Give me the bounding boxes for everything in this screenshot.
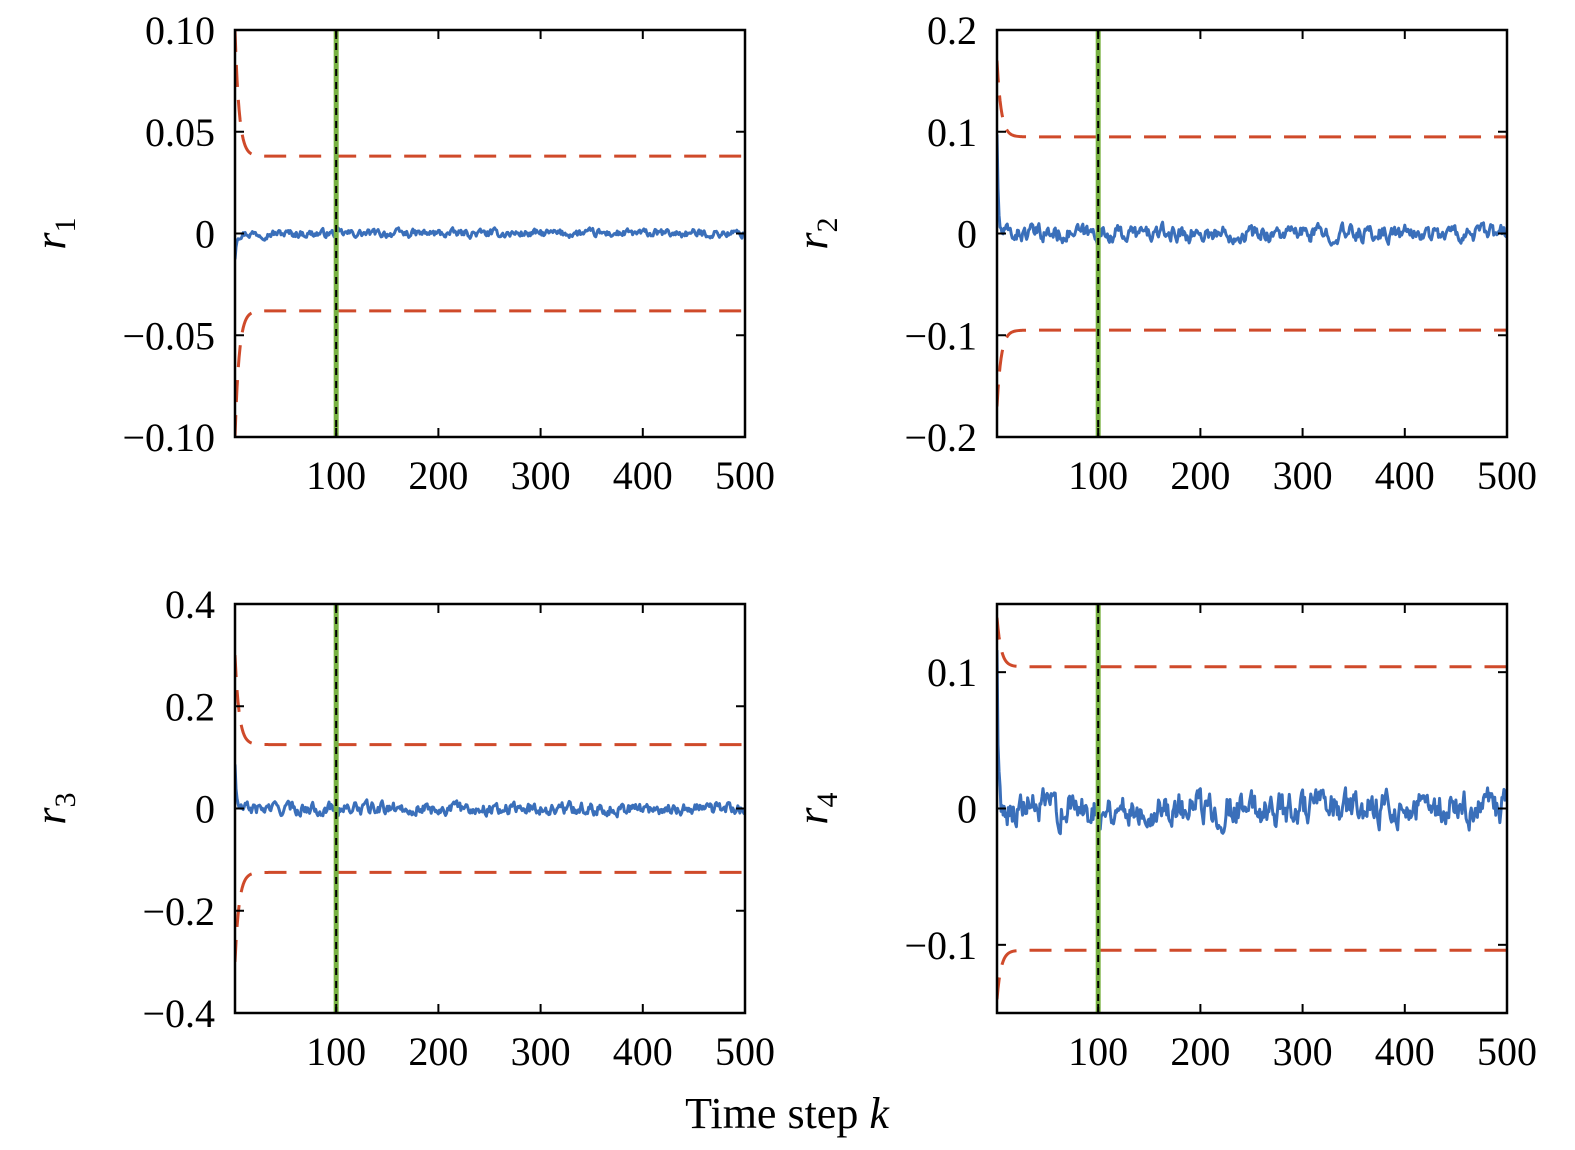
y-tick-label: 0 <box>195 787 215 832</box>
x-tick-label: 400 <box>613 453 673 498</box>
residual-line <box>235 764 745 819</box>
y-axis-label-var: r <box>26 232 75 250</box>
y-tick-label: 0.4 <box>165 582 215 627</box>
x-tick-label: 400 <box>1375 453 1435 498</box>
subplot-1: 100 200 300 400 500 −0.10 −0.05 0 0.05 0.10 r1 <box>26 8 775 498</box>
y-tick-label: −0.1 <box>904 313 977 358</box>
x-tick-label: 300 <box>511 453 571 498</box>
x-tick-label: 200 <box>1170 453 1230 498</box>
plot-area <box>997 30 1507 437</box>
x-axis-title-text: Time step <box>685 1089 858 1138</box>
y-tick-label: 0 <box>957 212 977 257</box>
x-tick-label: 500 <box>715 1029 775 1074</box>
plot-area <box>235 604 745 1013</box>
x-tick-label: 400 <box>1375 1029 1435 1074</box>
upper-threshold-line <box>235 655 745 747</box>
y-tick-label: −0.10 <box>122 415 215 460</box>
x-tick-label: 100 <box>1068 1029 1128 1074</box>
x-tick-label: 500 <box>715 453 775 498</box>
y-tick-label: −0.2 <box>142 889 215 934</box>
y-tick-label: −0.05 <box>122 313 215 358</box>
upper-threshold-line <box>997 60 1507 139</box>
plot-area <box>997 604 1507 1013</box>
y-axis-label-subscript: 1 <box>49 217 82 232</box>
y-axis-label-var: r <box>788 807 837 825</box>
x-tick-label: 400 <box>613 1029 673 1074</box>
y-tick-label: −0.1 <box>904 923 977 968</box>
x-tick-label: 300 <box>1273 1029 1333 1074</box>
x-tick-label: 200 <box>408 1029 468 1074</box>
x-tick-label: 200 <box>1170 1029 1230 1074</box>
y-axis-label-subscript: 2 <box>811 217 844 232</box>
y-axis-label: r3 <box>26 792 82 824</box>
upper-threshold-line <box>235 30 745 158</box>
y-axis-label-var: r <box>788 232 837 250</box>
y-axis-label: r2 <box>788 217 844 249</box>
plot-area <box>235 30 745 437</box>
y-tick-label: 0 <box>195 212 215 257</box>
y-axis-label: r1 <box>26 217 82 249</box>
residual-line <box>997 134 1507 247</box>
x-tick-label: 300 <box>511 1029 571 1074</box>
lower-threshold-line <box>997 328 1507 407</box>
x-tick-label: 100 <box>306 453 366 498</box>
y-tick-label: 0.2 <box>165 684 215 729</box>
y-tick-label: 0 <box>957 787 977 832</box>
y-tick-label: −0.2 <box>904 415 977 460</box>
x-tick-label: 100 <box>1068 453 1128 498</box>
y-axis-label: r4 <box>788 792 844 824</box>
y-tick-label: 0.1 <box>927 650 977 695</box>
y-tick-label: 0.05 <box>145 110 215 155</box>
y-tick-label: −0.4 <box>142 991 215 1036</box>
lower-threshold-line <box>235 870 745 962</box>
x-tick-label: 200 <box>408 453 468 498</box>
residual-line <box>235 226 745 260</box>
y-axis-label-subscript: 4 <box>811 792 844 807</box>
lower-threshold-line <box>997 948 1507 1000</box>
x-axis-title-var: k <box>869 1089 890 1138</box>
x-axis-title: Time step k <box>685 1089 890 1138</box>
upper-threshold-line <box>997 617 1507 669</box>
subplot-2: 100 200 300 400 500 −0.2 −0.1 0 0.1 0.2 r2 <box>788 8 1537 498</box>
y-tick-label: 0.1 <box>927 110 977 155</box>
x-tick-label: 500 <box>1477 1029 1537 1074</box>
residual-line <box>997 650 1507 836</box>
y-axis-label-subscript: 3 <box>49 792 82 807</box>
x-tick-label: 100 <box>306 1029 366 1074</box>
x-tick-label: 300 <box>1273 453 1333 498</box>
y-tick-label: 0.10 <box>145 8 215 53</box>
x-tick-label: 500 <box>1477 453 1537 498</box>
subplot-4: 100 200 300 400 500 −0.1 0 0.1 r4 <box>788 602 1537 1074</box>
y-tick-label: 0.2 <box>927 8 977 53</box>
subplot-3: 100 200 300 400 500 −0.4 −0.2 0 0.2 0.4 r3 <box>26 582 775 1074</box>
lower-threshold-line <box>235 309 745 437</box>
y-axis-label-var: r <box>26 807 75 825</box>
